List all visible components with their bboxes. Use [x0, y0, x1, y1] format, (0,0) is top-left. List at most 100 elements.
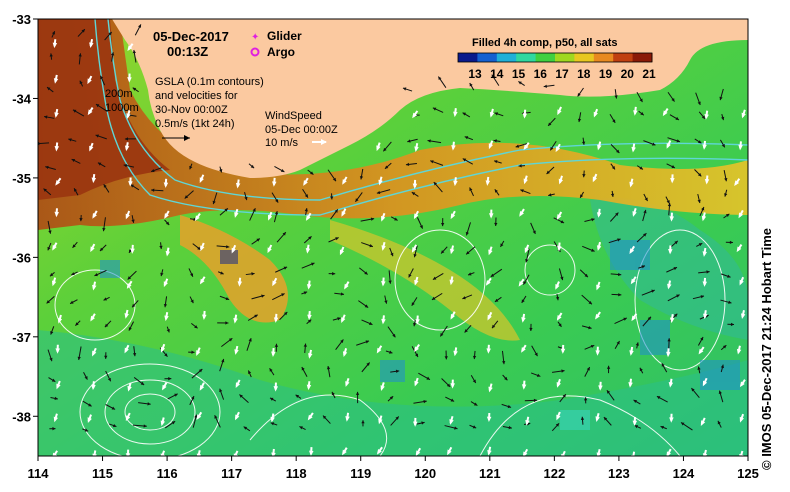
- current-arrowhead: [580, 194, 584, 198]
- wind-arrowhead: [598, 385, 603, 391]
- current-arrowhead: [520, 189, 524, 193]
- current-arrowhead: [721, 116, 725, 121]
- current-arrowhead: [494, 160, 498, 164]
- current-arrowhead: [676, 294, 680, 298]
- current-arrowhead: [251, 272, 255, 276]
- wind-arrowhead: [378, 179, 383, 186]
- colorbar-tick-label: 21: [642, 67, 656, 81]
- wind-arrowhead: [488, 249, 493, 256]
- colorbar-tick-label: 16: [534, 67, 548, 81]
- wind-arrowhead: [668, 249, 673, 255]
- current-arrowhead: [674, 240, 678, 245]
- wind-arrowhead: [556, 314, 562, 321]
- current-arrowhead: [395, 369, 400, 373]
- wind-arrowhead: [231, 247, 236, 254]
- wind-arrow: [632, 451, 636, 456]
- wind-arrowhead: [52, 42, 58, 49]
- x-tick-label: 122: [544, 466, 566, 481]
- warm-coastal-band: [38, 19, 748, 230]
- wind-arrowhead: [450, 383, 455, 389]
- wind-arrowhead: [124, 145, 130, 152]
- isobath-200m: [107, 19, 748, 201]
- argo-icon: [250, 47, 260, 57]
- wind-arrowhead: [450, 313, 456, 320]
- current-arrowhead: [49, 53, 53, 57]
- x-tick-label: 124: [673, 466, 695, 481]
- current-arrowhead: [340, 292, 345, 296]
- current-arrowhead: [640, 111, 644, 116]
- current-arrowhead: [583, 397, 588, 401]
- wind-arrowhead: [557, 246, 562, 252]
- wind-arrowhead: [704, 179, 710, 185]
- wind-arrowhead: [741, 112, 746, 119]
- wind-arrowhead: [525, 419, 530, 426]
- current-arrowhead: [303, 343, 307, 347]
- colorbar-swatch: [613, 53, 634, 62]
- legend-glider: ✦ Glider: [251, 29, 302, 43]
- current-arrowhead: [331, 391, 335, 396]
- colorbar-tick-label: 18: [577, 67, 591, 81]
- current-arrowhead: [194, 414, 198, 418]
- wind-arrowhead: [199, 177, 204, 183]
- current-arrowhead: [618, 272, 622, 277]
- current-arrowhead: [81, 29, 85, 33]
- colorbar-swatch: [632, 53, 653, 62]
- x-axis: 114 115 116 117 118 119 120 121 122 123 124 125: [28, 456, 759, 481]
- current-arrowhead: [465, 231, 469, 236]
- current-arrowhead: [138, 24, 141, 28]
- colorbar-swatch: [593, 53, 614, 62]
- wind-arrowhead: [128, 181, 133, 187]
- current-arrowhead: [433, 182, 438, 186]
- wind-arrowhead: [629, 248, 635, 254]
- current-arrowhead: [252, 208, 256, 212]
- wind-arrowhead: [702, 251, 707, 257]
- y-tick-label: -35: [12, 171, 31, 186]
- wind-arrowhead: [381, 281, 386, 287]
- current-arrowhead: [84, 376, 88, 380]
- wind-arrowhead: [485, 180, 491, 186]
- current-arrowhead: [577, 93, 581, 97]
- current-arrowhead: [102, 227, 106, 232]
- wind-arrowhead: [267, 247, 272, 254]
- wind-arrow: [93, 450, 97, 456]
- current-arrowhead: [99, 247, 104, 251]
- current-arrowhead: [462, 112, 467, 116]
- wind-arrowhead: [666, 451, 671, 456]
- current-arrowhead: [534, 352, 538, 357]
- current-arrowhead: [615, 212, 619, 216]
- wind-arrowhead: [555, 146, 561, 153]
- wind-arrowhead: [307, 314, 312, 321]
- wind-arrowhead: [303, 180, 308, 186]
- current-arrowhead: [214, 415, 218, 419]
- current-arrowhead: [193, 217, 197, 221]
- wind-arrowhead: [306, 384, 312, 391]
- current-arrowhead: [390, 252, 394, 257]
- wind-arrowhead: [414, 279, 419, 286]
- colorbar-tick-label: 15: [512, 67, 526, 81]
- current-arrowhead: [228, 338, 233, 342]
- current-arrowhead: [97, 162, 102, 166]
- current-arrowhead: [462, 296, 466, 300]
- wind-arrowhead: [596, 212, 602, 218]
- wind-arrowhead: [341, 317, 346, 324]
- current-arrowhead: [250, 164, 255, 169]
- current-arrowhead: [189, 165, 193, 170]
- current-arrowhead: [536, 373, 541, 377]
- current-arrowhead: [332, 177, 336, 182]
- current-arrowhead: [555, 296, 560, 301]
- current-arrowhead: [617, 238, 621, 242]
- current-arrowhead: [691, 388, 695, 392]
- wind-arrowhead: [272, 181, 277, 187]
- current-arrowhead: [389, 396, 394, 400]
- wind-arrowhead: [668, 382, 674, 388]
- current-arrowhead: [584, 273, 588, 278]
- wind-arrowhead: [196, 453, 202, 456]
- wind-arrowhead: [632, 211, 637, 217]
- current-arrowhead: [384, 165, 389, 169]
- current-arrowhead: [184, 195, 189, 199]
- colorbar-ticks: 13 14 15 16 17 18 19 20 21: [468, 67, 656, 81]
- wind-arrowhead: [127, 45, 133, 52]
- current-arrowhead: [727, 274, 731, 278]
- wind-arrowhead: [557, 109, 562, 116]
- current-arrowhead: [370, 217, 375, 221]
